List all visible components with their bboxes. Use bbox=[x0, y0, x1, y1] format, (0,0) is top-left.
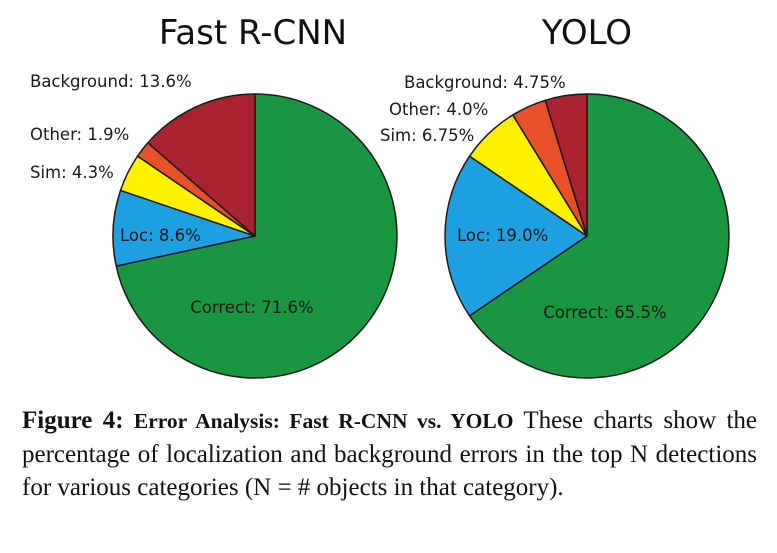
slice-label-background-fast-rcnn: Background: 13.6% bbox=[30, 72, 192, 91]
figure-charts: Fast R-CNN Correct: 71.6% Loc: 8.6% Sim:… bbox=[30, 13, 730, 379]
slice-label-correct-yolo: Correct: 65.5% bbox=[543, 303, 666, 322]
slice-label-background-yolo: Background: 4.75% bbox=[404, 73, 566, 92]
caption-label: Figure 4: bbox=[22, 407, 124, 434]
pie-slice-background-fast-rcnn bbox=[147, 93, 256, 237]
caption-text: These charts show the percentage of loca… bbox=[22, 407, 758, 501]
chart-title-fast-rcnn: Fast R-CNN bbox=[159, 13, 347, 53]
slice-label-correct-fast-rcnn: Correct: 71.6% bbox=[190, 298, 313, 317]
pie-slice-correct-fast-rcnn bbox=[115, 93, 398, 379]
pie-slice-background-yolo bbox=[544, 93, 588, 237]
slice-label-sim-yolo: Sim: 6.75% bbox=[380, 126, 474, 145]
slice-label-loc-yolo: Loc: 19.0% bbox=[457, 226, 548, 245]
pie-slices-fast-rcnn bbox=[112, 93, 398, 379]
slice-label-other-fast-rcnn: Other: 1.9% bbox=[30, 125, 129, 144]
pie-chart-yolo: YOLO Correct: 65.5% Loc: 19.0% Sim: 6.75… bbox=[380, 13, 730, 379]
pie-slice-correct-yolo bbox=[468, 93, 730, 379]
caption-title: Error Analysis: Fast R-CNN vs. YOLO bbox=[133, 409, 514, 433]
pie-slice-loc-yolo bbox=[444, 155, 588, 317]
figure-caption: Figure 4: Error Analysis: Fast R-CNN vs.… bbox=[22, 404, 757, 504]
slice-label-other-yolo: Other: 4.0% bbox=[389, 100, 488, 119]
slice-label-sim-fast-rcnn: Sim: 4.3% bbox=[30, 163, 114, 182]
slice-label-loc-fast-rcnn: Loc: 8.6% bbox=[120, 226, 201, 245]
pie-slices-yolo bbox=[444, 93, 730, 379]
chart-title-yolo: YOLO bbox=[541, 13, 632, 53]
pie-chart-fast-rcnn: Fast R-CNN Correct: 71.6% Loc: 8.6% Sim:… bbox=[30, 13, 398, 379]
